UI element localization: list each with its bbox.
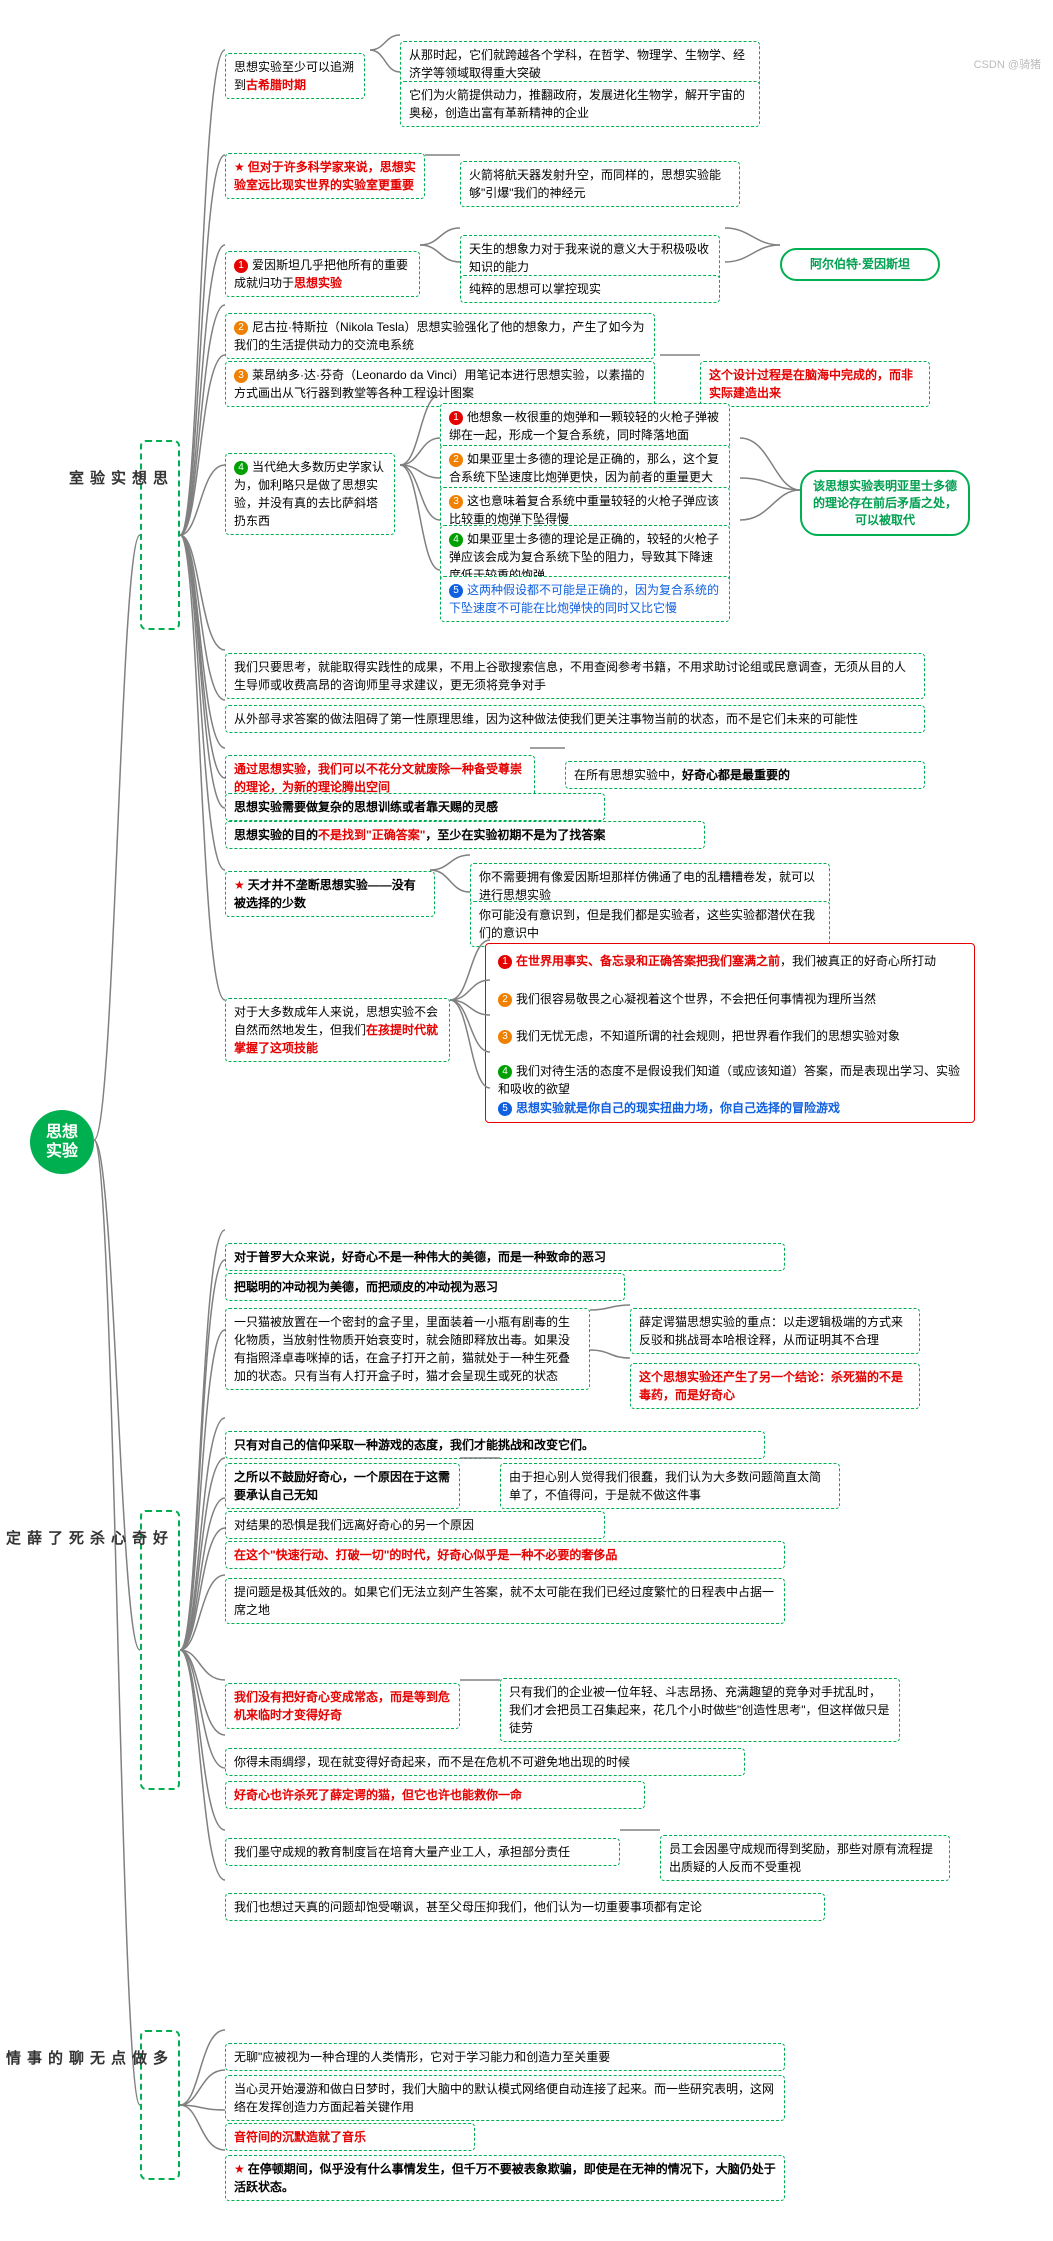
node-a1: 思想实验至少可以追溯到古希腊时期 bbox=[225, 53, 365, 99]
node-i2: 1在世界用事实、备忘录和正确答案把我们塞满之前，我们被真正的好奇心所打动 bbox=[490, 948, 970, 974]
num-icon: 3 bbox=[498, 1030, 512, 1044]
node-j5a: 之所以不鼓励好奇心，一个原因在于这需要承认自己无知 bbox=[225, 1463, 460, 1509]
star-icon: ★ bbox=[234, 878, 245, 892]
branch1-label: 思想实验室 bbox=[150, 470, 170, 487]
node-k3: 好奇心也许杀死了薛定谔的猫，但它也许也能救你一命 bbox=[225, 1781, 645, 1809]
node-f3: 2如果亚里士多德的理论是正确的，那么，这个复合系统下坠速度比炮弹更快，因为前者的… bbox=[440, 445, 730, 491]
num-icon: 3 bbox=[449, 495, 463, 509]
node-l3: 音符间的沉默造就了音乐 bbox=[225, 2123, 475, 2151]
branch1-box bbox=[140, 440, 180, 630]
star-icon: ★ bbox=[234, 2162, 245, 2176]
node-j5b: 由于担心别人觉得我们很蠢，我们认为大多数问题简直太简单了，不值得问，于是就不做这… bbox=[500, 1463, 840, 1509]
node-j8: 提问题是极其低效的。如果它们无法立刻产生答案，就不太可能在我们已经过度繁忙的日程… bbox=[225, 1578, 785, 1624]
node-d1: 2尼古拉·特斯拉（Nikola Tesla）思想实验强化了他的想象力，产生了如今… bbox=[225, 313, 655, 359]
node-j3b2: 这个思想实验还产生了另一个结论：杀死猫的不是毒药，而是好奇心 bbox=[630, 1363, 920, 1409]
branch2-box bbox=[140, 1510, 180, 1790]
branch2-label: 好奇心杀死了薛定谔的猫 bbox=[150, 1530, 170, 1547]
node-f1: 4当代绝大多数历史学家认为，伽利略只是做了思想实验，并没有真的去比萨斜塔扔东西 bbox=[225, 453, 395, 535]
num-icon: 4 bbox=[234, 461, 248, 475]
num-icon: 3 bbox=[234, 369, 248, 383]
num-icon: 4 bbox=[449, 533, 463, 547]
node-j7: 在这个"快速行动、打破一切"的时代，好奇心似乎是一种不必要的奢侈品 bbox=[225, 1541, 785, 1569]
node-f6: 5这两种假设都不可能是正确的，因为复合系统的下坠速度不可能在比炮弹快的同时又比它… bbox=[440, 576, 730, 622]
num-icon: 1 bbox=[449, 411, 463, 425]
num-icon: 1 bbox=[498, 955, 512, 969]
node-g2: 从外部寻求答案的做法阻碍了第一性原理思维，因为这种做法使我们更关注事物当前的状态… bbox=[225, 705, 925, 733]
num-icon: 5 bbox=[449, 584, 463, 598]
node-j6: 对结果的恐惧是我们远离好奇心的另一个原因 bbox=[225, 1511, 605, 1539]
star-icon: ★ bbox=[234, 160, 245, 174]
node-f2: 1他想象一枚很重的炮弹和一颗较轻的火枪子弹被绑在一起，形成一个复合系统，同时降落… bbox=[440, 403, 730, 449]
node-h3: 你可能没有意识到，但是我们都是实验者，这些实验都潜伏在我们的意识中 bbox=[470, 901, 830, 947]
node-i3: 2我们很容易敬畏之心凝视着这个世界，不会把任何事情视为理所当然 bbox=[490, 986, 970, 1012]
num-icon: 2 bbox=[234, 321, 248, 335]
num-icon: 4 bbox=[498, 1065, 512, 1079]
node-j3: 一只猫被放置在一个密封的盒子里，里面装着一小瓶有剧毒的生化物质，当放射性物质开始… bbox=[225, 1308, 590, 1390]
node-a3: 它们为火箭提供动力，推翻政府，发展进化生物学，解开宇宙的奥秘，创造出富有革新精神… bbox=[400, 81, 760, 127]
num-icon: 2 bbox=[449, 453, 463, 467]
node-c3: 纯粹的思想可以掌控现实 bbox=[460, 275, 720, 303]
node-k5: 我们也想过天真的问题却饱受嘲讽，甚至父母压抑我们，他们认为一切重要事项都有定论 bbox=[225, 1893, 825, 1921]
node-e1: 3莱昂纳多·达·芬奇（Leonardo da Vinci）用笔记本进行思想实验，… bbox=[225, 361, 655, 407]
root-node: 思想实验 bbox=[30, 1110, 94, 1174]
branch3-label: 多做点无聊的事情 bbox=[150, 2050, 170, 2067]
pill-aristotle: 该思想实验表明亚里士多德的理论存在前后矛盾之处，可以被取代 bbox=[800, 470, 970, 536]
node-j4: 只有对自己的信仰采取一种游戏的态度，我们才能挑战和改变它们。 bbox=[225, 1431, 765, 1459]
num-icon: 5 bbox=[498, 1102, 512, 1116]
node-g1: 我们只要思考，就能取得实践性的成果，不用上谷歌搜索信息，不用查阅参考书籍，不用求… bbox=[225, 653, 925, 699]
node-g3b: 在所有思想实验中，好奇心都是最重要的 bbox=[565, 761, 925, 789]
node-i1: 对于大多数成年人来说，思想实验不会自然而然地发生，但我们在孩提时代就掌握了这项技… bbox=[225, 998, 450, 1062]
node-k4: 我们墨守成规的教育制度旨在培育大量产业工人，承担部分责任 bbox=[225, 1838, 620, 1866]
node-c1: 1爱因斯坦几乎把他所有的重要成就归功于思想实验 bbox=[225, 251, 420, 297]
node-k4b: 员工会因墨守成规而得到奖励，那些对原有流程提出质疑的人反而不受重视 bbox=[660, 1835, 950, 1881]
node-k2: 你得未雨绸缪，现在就变得好奇起来，而不是在危机不可避免地出现的时候 bbox=[225, 1748, 745, 1776]
node-e1r: 这个设计过程是在脑海中完成的，而非实际建造出来 bbox=[700, 361, 930, 407]
node-h1: ★天才并不垄断思想实验——没有被选择的少数 bbox=[225, 871, 435, 917]
node-l1: 无聊"应被视为一种合理的人类情形，它对于学习能力和创造力至关重要 bbox=[225, 2043, 785, 2071]
node-j2: 把聪明的冲动视为美德，而把顽皮的冲动视为恶习 bbox=[225, 1273, 625, 1301]
node-i6: 5思想实验就是你自己的现实扭曲力场，你自己选择的冒险游戏 bbox=[490, 1095, 970, 1121]
node-l2: 当心灵开始漫游和做白日梦时，我们大脑中的默认模式网络便自动连接了起来。而一些研究… bbox=[225, 2075, 785, 2121]
node-g4: 思想实验需要做复杂的思想训练或者靠天赐的灵感 bbox=[225, 793, 605, 821]
pill-einstein: 阿尔伯特·爱因斯坦 bbox=[780, 248, 940, 281]
node-g5: 思想实验的目的不是找到"正确答案"，至少在实验初期不是为了找答案 bbox=[225, 821, 705, 849]
node-k1b: 只有我们的企业被一位年轻、斗志昂扬、充满趣望的竞争对手扰乱时，我们才会把员工召集… bbox=[500, 1678, 900, 1742]
root-label: 思想实验 bbox=[46, 1123, 78, 1161]
node-b2: 火箭将航天器发射升空，而同样的，思想实验能够"引爆"我们的神经元 bbox=[460, 161, 740, 207]
node-j3b1: 薛定谔猫思想实验的重点：以走逻辑极端的方式来反驳和挑战哥本哈根诠释，从而证明其不… bbox=[630, 1308, 920, 1354]
num-icon: 2 bbox=[498, 993, 512, 1007]
watermark: CSDN @骑猪 bbox=[974, 56, 1041, 72]
node-k1a: 我们没有把好奇心变成常态，而是等到危机来临时才变得好奇 bbox=[225, 1683, 460, 1729]
node-j1: 对于普罗大众来说，好奇心不是一种伟大的美德，而是一种致命的恶习 bbox=[225, 1243, 785, 1271]
num-icon: 1 bbox=[234, 259, 248, 273]
node-b1: ★但对于许多科学家来说，思想实验室远比现实世界的实验室更重要 bbox=[225, 153, 425, 199]
node-i4: 3我们无忧无虑，不知道所谓的社会规则，把世界看作我们的思想实验对象 bbox=[490, 1023, 970, 1049]
node-l4: ★在停顿期间，似乎没有什么事情发生，但千万不要被表象欺骗，即使是在无神的情况下，… bbox=[225, 2155, 785, 2201]
